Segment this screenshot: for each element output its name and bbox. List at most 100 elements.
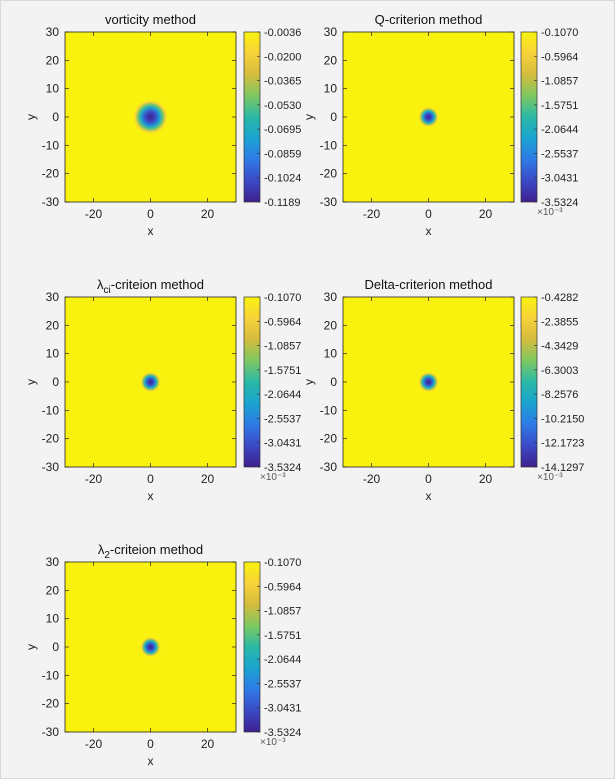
y-tick-label: -10 [42, 668, 60, 682]
x-tick-label: 0 [425, 207, 432, 221]
title-symbol: λ [97, 277, 104, 292]
colorbar-tick-label: -0.4282 [541, 292, 578, 304]
colorbar-tick-label: -2.3855 [541, 316, 578, 328]
subplot-1: 30 20 10 0 -10 -20 -30 -20 0 20 x y vorticity method… [24, 12, 301, 238]
subplot-5: 30 20 10 0 -10 -20 -30 -20 0 20 x y λ2-criteion meth… [24, 542, 301, 768]
y-tick-label: 30 [324, 25, 338, 39]
colorbar [520, 296, 538, 468]
y-axis-label: y [24, 114, 38, 120]
y-tick-label: 0 [52, 640, 59, 654]
colorbar-exponent: ×10⁻³ [537, 472, 563, 483]
y-tick-label: -20 [320, 432, 338, 446]
x-axis-label: x [426, 224, 432, 238]
y-tick-label: -30 [42, 460, 60, 474]
colorbar-tick-label: -1.0857 [264, 341, 301, 353]
vortex-core [140, 372, 161, 392]
colorbar-tick-label: -0.0695 [264, 124, 301, 136]
y-axis-label: y [302, 379, 316, 385]
vortex-core [133, 99, 168, 135]
y-tick-label: -10 [42, 138, 60, 152]
y-tick-label: 10 [324, 347, 338, 361]
colorbar-tick-label: -0.5964 [264, 581, 301, 593]
colorbar-tick-label: -3.0431 [264, 438, 301, 450]
y-tick-label: 10 [46, 82, 60, 96]
x-axis-label: x [426, 489, 432, 503]
x-tick-label: 20 [479, 207, 493, 221]
colorbar-tick-label: -0.5964 [541, 51, 578, 63]
colorbar-tick-label: -3.5324 [264, 462, 301, 474]
x-tick-label: -20 [363, 472, 381, 486]
colorbar [243, 296, 261, 468]
colorbar-tick-label: -2.0644 [264, 654, 301, 666]
subplot-title: vorticity method [105, 12, 196, 27]
colorbar-tick-label: -1.5751 [541, 100, 578, 112]
subplot-title: Q-criterion method [375, 12, 483, 27]
colorbar-tick-label: -0.0859 [264, 148, 301, 160]
y-tick-label: 0 [330, 375, 337, 389]
y-tick-label: 30 [324, 290, 338, 304]
y-tick-label: 20 [324, 318, 338, 332]
colorbar-tick-label: -1.0857 [264, 606, 301, 618]
subplot-2: 30 20 10 0 -10 -20 -30 -20 0 20 x y Q-criterion meth… [302, 12, 578, 238]
colorbar-tick-label: -0.1024 [264, 173, 301, 185]
colorbar-tick-label: -0.1070 [541, 27, 578, 39]
y-tick-label: -20 [42, 432, 60, 446]
y-tick-label: -20 [320, 167, 338, 181]
y-tick-label: 20 [46, 583, 60, 597]
title-subscript: ci [104, 285, 111, 296]
x-tick-label: 20 [479, 472, 493, 486]
colorbar [243, 561, 261, 733]
y-axis-label: y [24, 644, 38, 650]
colorbar [243, 31, 261, 203]
y-axis-label: y [302, 114, 316, 120]
colorbar-tick-label: -2.0644 [541, 124, 578, 136]
y-tick-label: -20 [42, 697, 60, 711]
colorbar-tick-label: -1.0857 [541, 76, 578, 88]
colorbar-tick-label: -0.0200 [264, 51, 301, 63]
y-tick-label: 20 [324, 53, 338, 67]
x-tick-label: 20 [201, 737, 215, 751]
colorbar-tick-label: -3.5324 [541, 197, 578, 209]
y-tick-label: 20 [46, 53, 60, 67]
colorbar-tick-label: -2.5537 [264, 678, 301, 690]
y-tick-label: 0 [330, 110, 337, 124]
x-tick-label: -20 [363, 207, 381, 221]
colorbar-exponent: ×10⁻³ [260, 737, 286, 748]
colorbar-tick-label: -1.5751 [264, 365, 301, 377]
colorbar-tick-label: -10.2150 [541, 413, 584, 425]
subplot-3: 30 20 10 0 -10 -20 -30 -20 0 20 x y λci-criteion met… [24, 277, 301, 503]
colorbar-tick-label: -0.0530 [264, 100, 301, 112]
y-tick-label: -10 [42, 403, 60, 417]
x-tick-label: 20 [201, 472, 215, 486]
y-tick-label: 0 [52, 375, 59, 389]
x-axis-label: x [148, 754, 154, 768]
x-tick-label: 0 [147, 737, 154, 751]
colorbar-tick-label: -0.1070 [264, 557, 301, 569]
y-tick-label: -10 [320, 403, 338, 417]
y-tick-label: -10 [320, 138, 338, 152]
x-tick-label: 20 [201, 207, 215, 221]
colorbar-exponent: ×10⁻³ [260, 472, 286, 483]
vortex-core [140, 637, 161, 657]
y-tick-label: 30 [46, 290, 60, 304]
y-tick-label: 0 [52, 110, 59, 124]
subplot-4: 30 20 10 0 -10 -20 -30 -20 0 20 x y Delta-criterion … [302, 277, 584, 503]
colorbar-tick-label: -0.5964 [264, 316, 301, 328]
y-tick-label: -30 [42, 195, 60, 209]
colorbar-tick-label: -3.5324 [264, 727, 301, 739]
title-text: -criteion method [110, 542, 203, 557]
colorbar-tick-label: -2.5537 [264, 413, 301, 425]
subplot-title: λci-criteion method [97, 277, 204, 296]
y-tick-label: -30 [320, 195, 338, 209]
x-tick-label: 0 [147, 207, 154, 221]
x-axis-label: x [148, 224, 154, 238]
colorbar-tick-label: -4.3429 [541, 341, 578, 353]
x-tick-label: -20 [85, 472, 103, 486]
colorbar-tick-label: -0.0036 [264, 27, 301, 39]
colorbar-tick-label: -8.2576 [541, 389, 578, 401]
x-axis-label: x [148, 489, 154, 503]
subplot-title: λ2-criteion method [98, 542, 203, 561]
y-tick-label: -20 [42, 167, 60, 181]
y-tick-label: 30 [46, 25, 60, 39]
